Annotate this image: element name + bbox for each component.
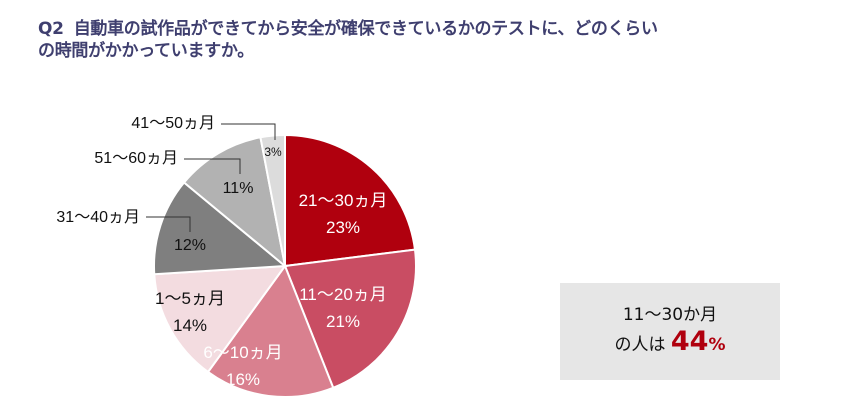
pie-slice bbox=[259, 133, 286, 267]
slice-label: 6～10ヵ月 bbox=[203, 343, 282, 362]
slice-label: 31～40ヵ月 bbox=[56, 209, 140, 226]
pie-slice bbox=[283, 248, 417, 390]
slice-label: 21% bbox=[326, 312, 360, 331]
summary-box: 11～30か月 の人は 44% bbox=[560, 283, 780, 380]
slice-label: 3% bbox=[264, 145, 282, 159]
question-text-line1: 自動車の試作品ができてから安全が確保できているかのテストに、どのくらい bbox=[73, 19, 658, 39]
slice-label: 1～5ヵ月 bbox=[155, 289, 225, 308]
slice-label: 21～30ヵ月 bbox=[299, 191, 388, 210]
leader-line bbox=[184, 158, 241, 174]
pie-slice bbox=[206, 263, 335, 398]
slice-label: 12% bbox=[174, 237, 206, 254]
slice-label: 41～50ヵ月 bbox=[131, 115, 215, 132]
summary-unit: % bbox=[708, 335, 726, 355]
leader-line bbox=[146, 216, 191, 232]
pie-slice bbox=[153, 264, 288, 374]
question-title: Q2 自動車の試作品ができてから安全が確保できているかのテストに、どのくらい の時… bbox=[38, 18, 838, 62]
summary-result: の人は 44% bbox=[560, 327, 780, 360]
summary-range: 11～30か月 bbox=[622, 305, 718, 325]
summary-prefix: の人は bbox=[614, 335, 666, 355]
summary-value: 44 bbox=[670, 326, 709, 357]
question-number: Q2 bbox=[38, 19, 64, 39]
slice-label: 14% bbox=[173, 316, 207, 335]
slice-label: 11～20ヵ月 bbox=[299, 285, 387, 304]
slice-label: 51～60ヵ月 bbox=[94, 150, 178, 167]
slice-label: 11% bbox=[223, 180, 254, 197]
slice-label: 23% bbox=[326, 218, 360, 237]
pie-slice bbox=[182, 136, 287, 269]
leader-line bbox=[221, 123, 276, 140]
pie-slice bbox=[153, 181, 288, 276]
question-text-line2: の時間がかかっていますか。 bbox=[38, 41, 254, 61]
pie-slice bbox=[284, 133, 417, 268]
slice-label: 16% bbox=[226, 370, 260, 389]
